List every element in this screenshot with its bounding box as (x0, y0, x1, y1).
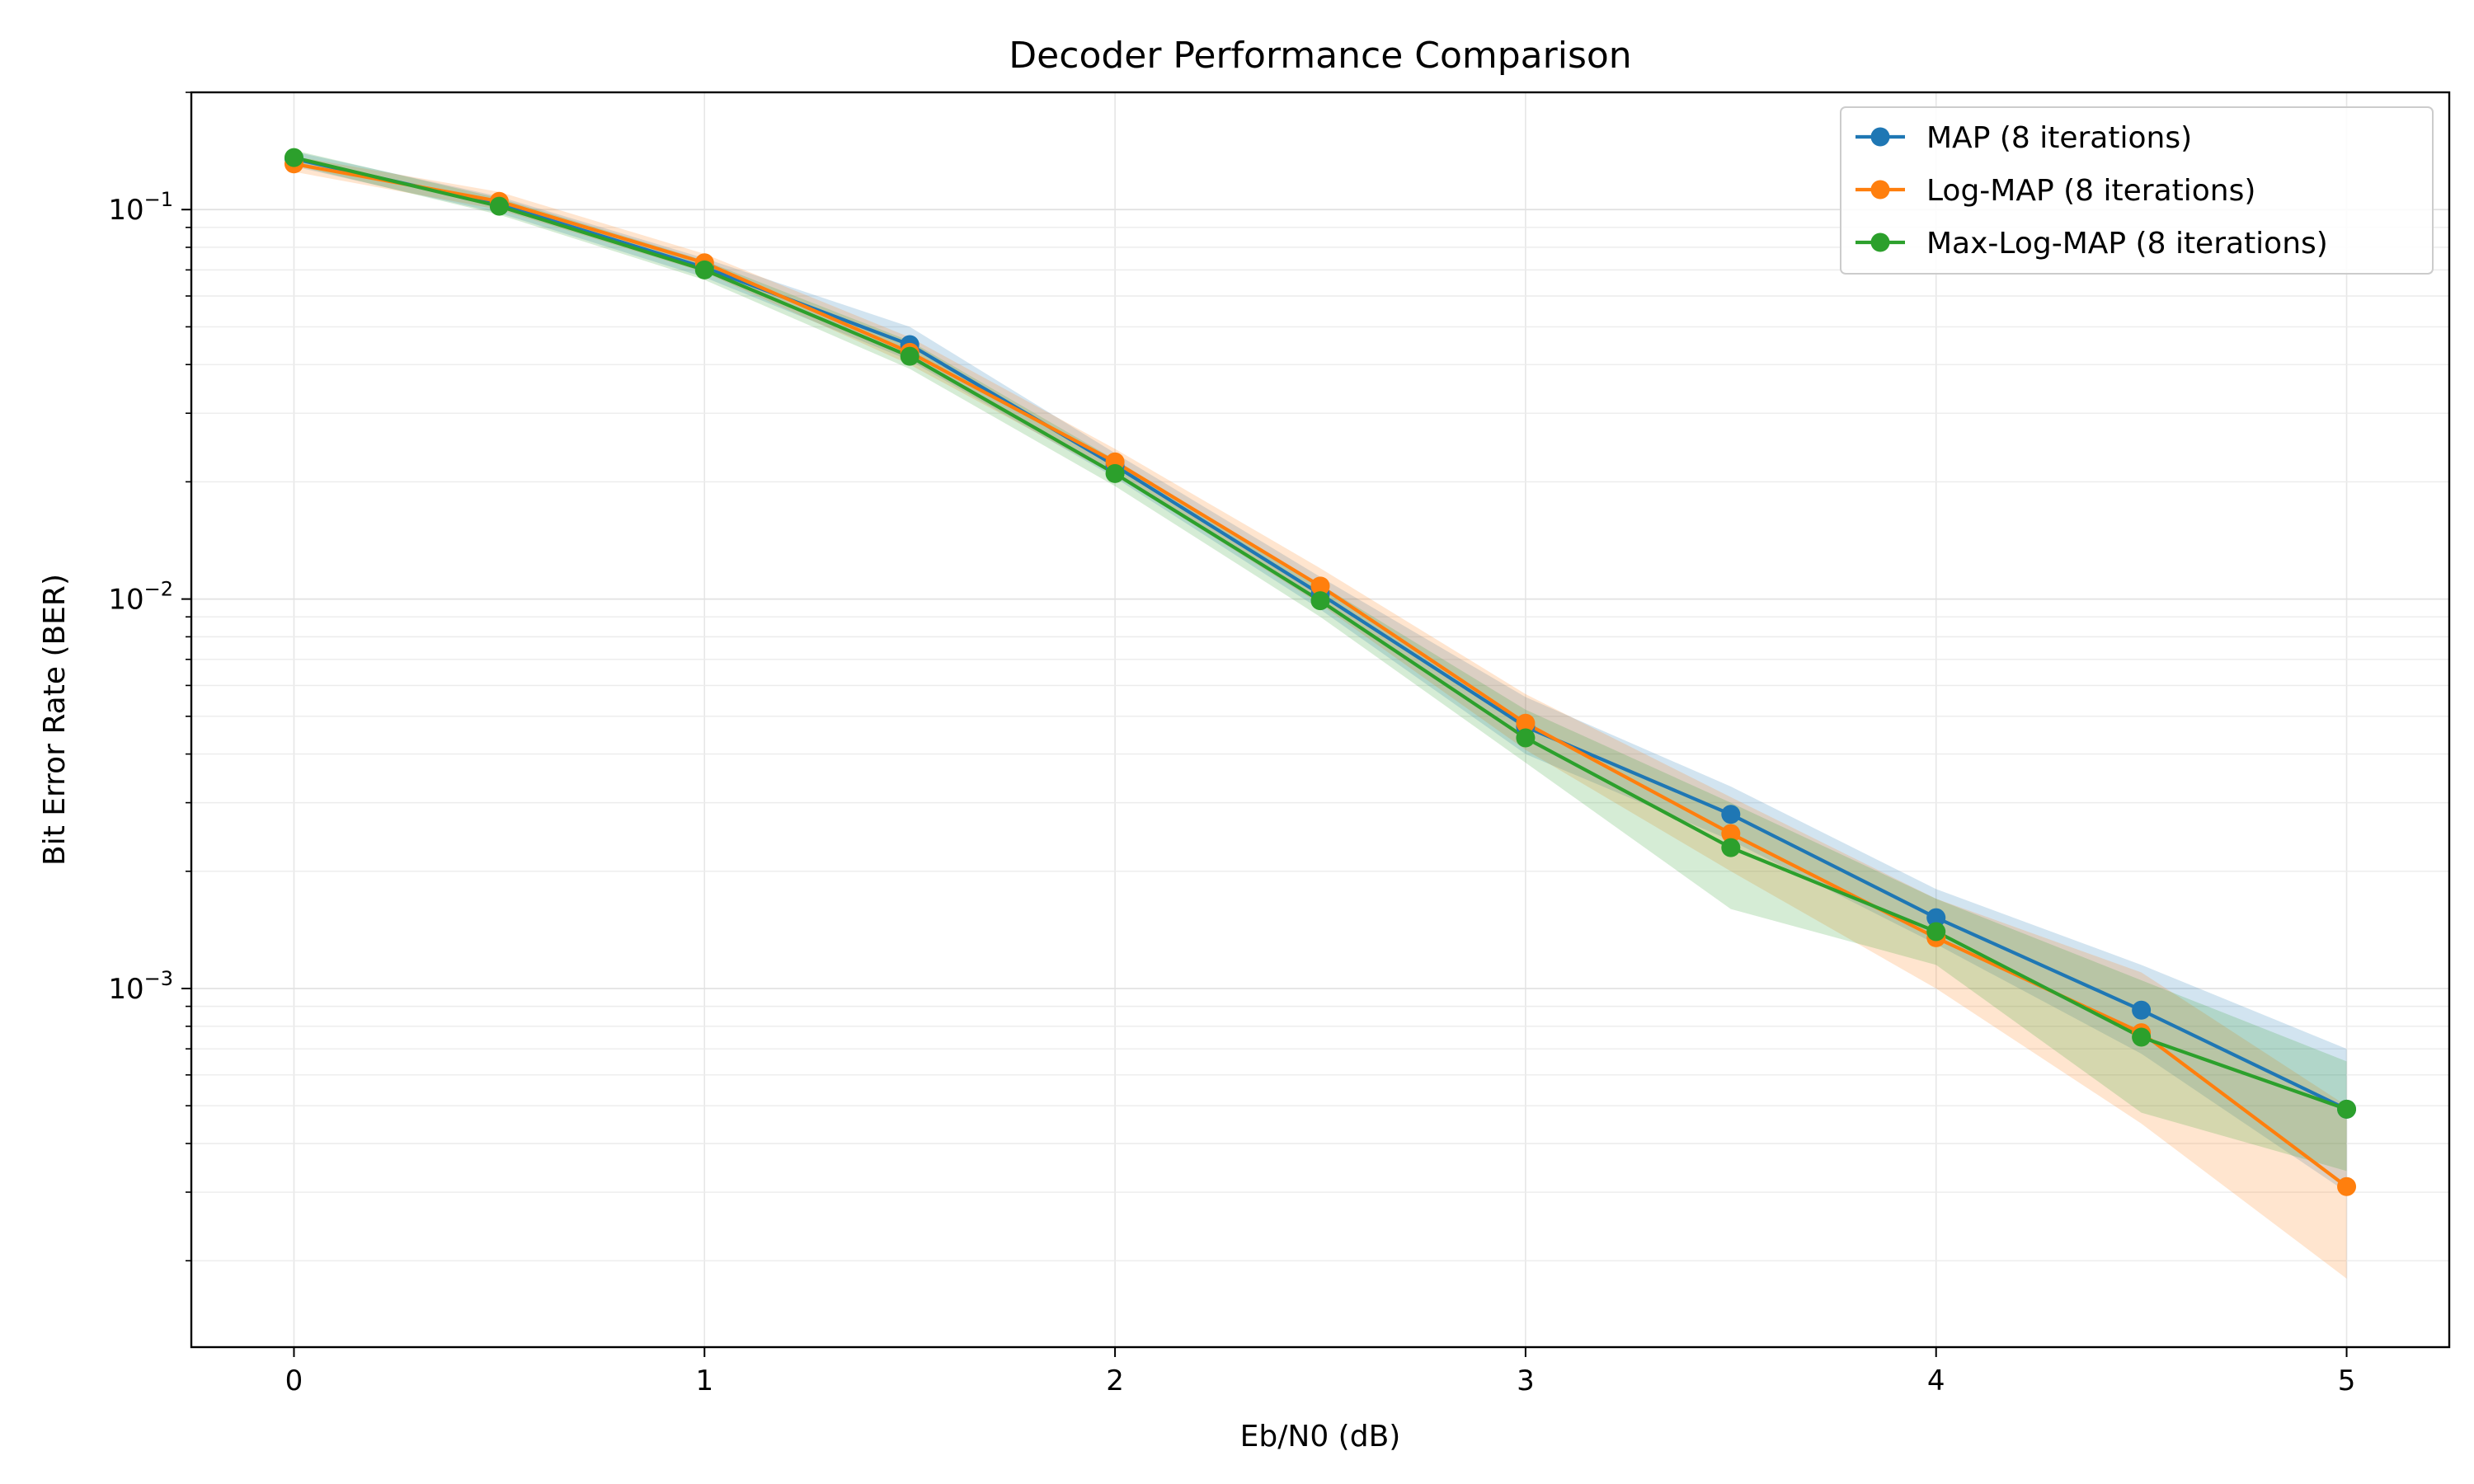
plot-frame (190, 91, 2451, 1349)
band-series-3 (294, 150, 2347, 1172)
point-series-1 (1926, 908, 1946, 928)
legend-label: MAP (8 iterations) (1926, 121, 2192, 155)
point-series-2 (2337, 1176, 2357, 1196)
point-series-3 (1105, 463, 1125, 483)
y-tick-label: 10−1 (108, 188, 173, 227)
x-tick-label: 1 (695, 1364, 713, 1397)
axis-ticks: 0 1 2 3 4 5 10−1 10−2 10−3 (108, 92, 2355, 1397)
x-tick-label: 3 (1517, 1364, 1535, 1397)
legend-label: Log-MAP (8 iterations) (1926, 174, 2255, 208)
point-series-3 (694, 260, 714, 279)
grid (191, 92, 2449, 1347)
y-axis-label: Bit Error Rate (BER) (38, 574, 72, 866)
confidence-bands (294, 150, 2347, 1279)
legend-swatch-marker (1870, 127, 1890, 147)
legend-box (1840, 106, 2434, 275)
y-tick-label: 10−3 (108, 967, 173, 1006)
x-tick-label: 5 (2338, 1364, 2356, 1397)
chart-title: Decoder Performance Comparison (1009, 35, 1631, 77)
y-tick-label: 10−2 (108, 578, 173, 617)
point-series-3 (2337, 1099, 2357, 1119)
series-markers (284, 148, 2357, 1196)
x-axis-label: Eb/N0 (dB) (1240, 1420, 1401, 1453)
point-series-3 (284, 148, 303, 167)
point-series-3 (1516, 728, 1536, 748)
x-tick-label: 2 (1106, 1364, 1124, 1397)
point-series-3 (2132, 1027, 2152, 1047)
point-series-3 (1310, 591, 1330, 611)
x-tick-label: 0 (285, 1364, 303, 1397)
point-series-3 (900, 346, 920, 366)
point-series-3 (1721, 838, 1741, 857)
x-tick-label: 4 (1927, 1364, 1945, 1397)
legend-label: Max-Log-MAP (8 iterations) (1926, 227, 2328, 261)
legend: MAP (8 iterations) Log-MAP (8 iterations)… (1840, 106, 2434, 275)
point-series-2 (1721, 824, 1741, 843)
point-series-3 (489, 196, 509, 216)
point-series-2 (1516, 713, 1536, 733)
point-series-2 (1310, 576, 1330, 596)
point-series-3 (1926, 922, 1946, 942)
point-series-1 (2132, 1000, 2152, 1020)
legend-swatch-marker (1870, 232, 1890, 252)
point-series-1 (1721, 805, 1741, 824)
legend-swatch-marker (1870, 180, 1890, 200)
